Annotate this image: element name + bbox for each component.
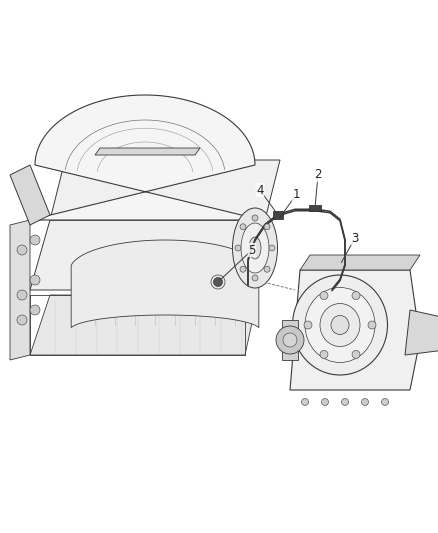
Text: 5: 5	[248, 244, 256, 256]
Polygon shape	[50, 160, 280, 220]
Circle shape	[276, 326, 304, 354]
Circle shape	[213, 278, 223, 287]
Circle shape	[30, 275, 40, 285]
Polygon shape	[30, 220, 265, 290]
Circle shape	[361, 399, 368, 406]
Text: 1: 1	[292, 189, 300, 201]
Polygon shape	[300, 255, 420, 270]
Polygon shape	[30, 95, 262, 220]
Circle shape	[352, 292, 360, 300]
Circle shape	[342, 399, 349, 406]
Circle shape	[252, 275, 258, 281]
Circle shape	[17, 290, 27, 300]
Circle shape	[17, 315, 27, 325]
Polygon shape	[10, 165, 50, 225]
Polygon shape	[273, 211, 283, 219]
Polygon shape	[405, 310, 438, 355]
Ellipse shape	[241, 223, 269, 273]
Circle shape	[264, 224, 270, 230]
Polygon shape	[309, 205, 321, 211]
Circle shape	[240, 224, 246, 230]
Circle shape	[304, 321, 312, 329]
Ellipse shape	[320, 303, 360, 346]
Ellipse shape	[331, 316, 349, 335]
Circle shape	[264, 266, 270, 272]
Polygon shape	[95, 148, 200, 155]
Circle shape	[381, 399, 389, 406]
Polygon shape	[71, 240, 259, 328]
Circle shape	[321, 399, 328, 406]
Circle shape	[30, 305, 40, 315]
Circle shape	[235, 245, 241, 251]
Ellipse shape	[249, 237, 261, 259]
Circle shape	[352, 350, 360, 359]
Circle shape	[240, 266, 246, 272]
Ellipse shape	[233, 208, 278, 288]
Circle shape	[252, 215, 258, 221]
Circle shape	[320, 350, 328, 359]
Polygon shape	[282, 320, 298, 360]
Circle shape	[320, 292, 328, 300]
Ellipse shape	[293, 275, 388, 375]
Text: 4: 4	[256, 183, 264, 197]
Circle shape	[368, 321, 376, 329]
Ellipse shape	[305, 287, 375, 362]
Polygon shape	[10, 220, 30, 360]
Circle shape	[269, 245, 275, 251]
Text: 2: 2	[314, 168, 322, 182]
Polygon shape	[290, 270, 420, 390]
Text: 3: 3	[351, 231, 359, 245]
Circle shape	[30, 235, 40, 245]
Polygon shape	[30, 295, 258, 355]
Circle shape	[301, 399, 308, 406]
Circle shape	[17, 245, 27, 255]
Circle shape	[283, 333, 297, 347]
